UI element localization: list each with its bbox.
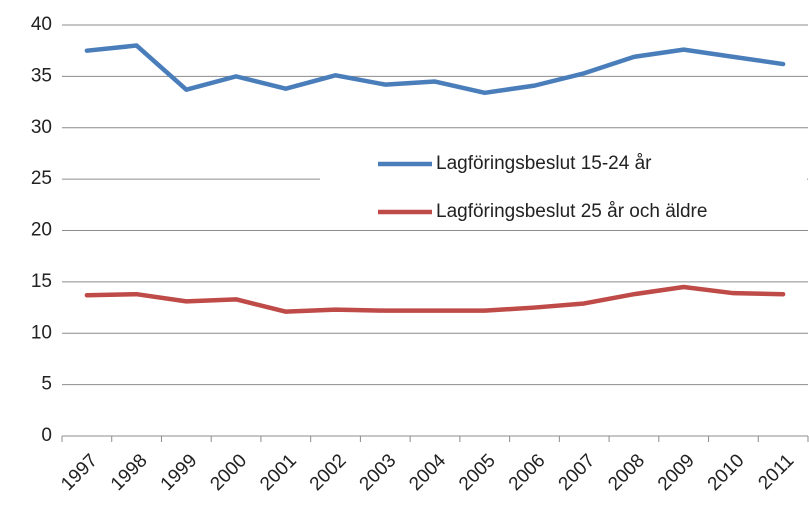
x-tick-label: 2001	[256, 450, 301, 495]
x-tick-label: 1997	[57, 450, 102, 495]
x-tick-label: 2009	[654, 450, 699, 495]
x-tick-label: 2003	[356, 450, 401, 495]
legend-label: Lagföringsbeslut 15-24 år	[436, 153, 652, 174]
x-tick-label: 2000	[206, 450, 251, 495]
series-line	[84, 284, 786, 314]
legend-label: Lagföringsbeslut 25 år och äldre	[436, 201, 707, 222]
x-tick-label: 2004	[405, 450, 450, 495]
x-tick-label: 2007	[555, 450, 600, 495]
y-tick-label: 20	[31, 220, 52, 241]
y-tick-label: 0	[41, 425, 52, 446]
x-tick-label: 2011	[754, 450, 798, 494]
y-tick-label: 25	[31, 168, 52, 189]
x-tick-label: 2006	[505, 450, 550, 495]
y-tick-label: 15	[31, 271, 52, 292]
series-line	[84, 43, 786, 96]
y-tick-label: 5	[41, 374, 52, 395]
x-tick-label: 1998	[107, 450, 152, 495]
x-tick-label: 2002	[306, 450, 351, 495]
y-tick-label: 10	[31, 322, 52, 343]
legend-box	[320, 140, 807, 230]
y-tick-label: 35	[31, 65, 52, 86]
y-tick-label: 30	[31, 117, 52, 138]
x-tick-label: 2008	[604, 450, 649, 495]
x-tick-label: 2010	[704, 450, 749, 495]
x-tick-label: 2005	[455, 450, 500, 495]
y-tick-label: 40	[31, 14, 52, 35]
x-tick-label: 1999	[157, 450, 202, 495]
